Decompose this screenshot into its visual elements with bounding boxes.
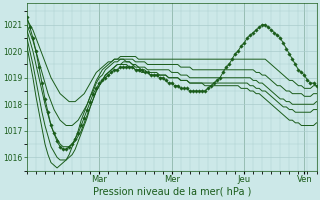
X-axis label: Pression niveau de la mer( hPa ): Pression niveau de la mer( hPa )	[92, 187, 251, 197]
